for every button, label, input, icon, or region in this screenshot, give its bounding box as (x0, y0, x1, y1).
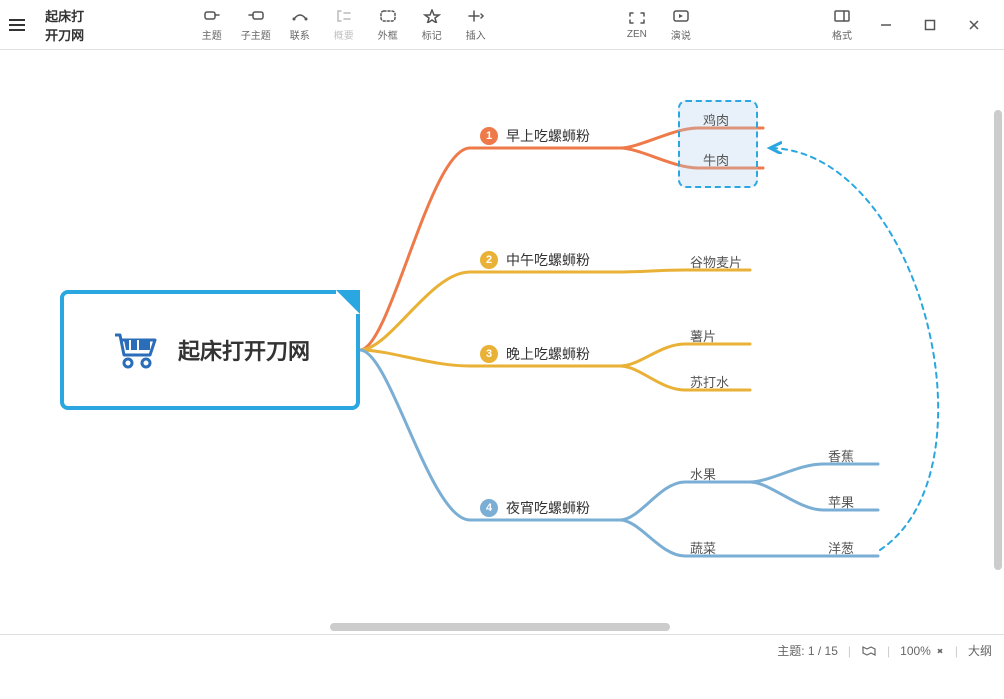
priority-marker: 4 (480, 499, 498, 517)
leaf-topic[interactable]: 鸡肉 (703, 110, 729, 129)
tool-summary: 概要 (322, 3, 366, 47)
summary-icon (335, 7, 353, 25)
document-title: 起床打开刀网 (45, 6, 90, 44)
horizontal-scroll-thumb[interactable] (330, 623, 670, 631)
branch-text: 早上吃螺蛳粉 (506, 126, 590, 146)
leaf-topic[interactable]: 薯片 (690, 326, 716, 345)
outline-button[interactable]: 大纲 (968, 642, 992, 659)
zen-icon (628, 9, 646, 27)
star-icon (423, 7, 441, 25)
branch-text: 夜宵吃螺蛳粉 (506, 498, 590, 518)
leaf-topic[interactable]: 洋葱 (828, 538, 854, 557)
branch-topic[interactable]: 3 晚上吃螺蛳粉 (480, 344, 590, 364)
tool-label: 概要 (334, 27, 354, 42)
link-icon (291, 7, 309, 25)
minimize-button[interactable] (864, 3, 908, 47)
branch-topic[interactable]: 2 中午吃螺蛳粉 (480, 250, 590, 270)
window-controls (864, 3, 996, 47)
tool-label: 主题 (202, 27, 222, 42)
tool-label: 标记 (422, 27, 442, 42)
toolbar-main: 主题 子主题 联系 概要 外框 标记 插入 (190, 3, 498, 47)
status-bar: 主题: 1 / 15 | | 100% | 大纲 (0, 634, 1004, 666)
tool-label: 演说 (671, 27, 691, 42)
topic-count: 主题: 1 / 15 (777, 642, 838, 659)
tool-zen[interactable]: ZEN (615, 3, 659, 47)
toolbar-view: ZEN 演说 (615, 3, 703, 47)
boundary-icon (379, 7, 397, 25)
root-topic[interactable]: 起床打开刀网 (60, 290, 360, 410)
menu-button[interactable] (8, 10, 25, 40)
maximize-button[interactable] (908, 3, 952, 47)
present-icon (672, 7, 690, 25)
root-text: 起床打开刀网 (178, 334, 310, 366)
branch-topic[interactable]: 4 夜宵吃螺蛳粉 (480, 498, 590, 518)
panel-icon (833, 7, 851, 25)
leaf-topic[interactable]: 牛肉 (703, 150, 729, 169)
leaf-topic[interactable]: 水果 (690, 464, 716, 483)
priority-marker: 2 (480, 251, 498, 269)
map-view-button[interactable] (861, 645, 877, 657)
leaf-topic[interactable]: 蔬菜 (690, 538, 716, 557)
horizontal-scrollbar[interactable] (10, 621, 994, 633)
close-button[interactable] (952, 3, 996, 47)
tool-topic[interactable]: 主题 (190, 3, 234, 47)
mindmap-canvas[interactable]: 起床打开刀网 1 早上吃螺蛳粉 鸡肉牛肉 2 中午吃螺蛳粉 谷物麦片 3 晚上吃螺蛳粉 薯片苏打… (0, 50, 1004, 666)
tool-label: 联系 (290, 27, 310, 42)
branch-text: 中午吃螺蛳粉 (506, 250, 590, 270)
cart-icon (110, 330, 160, 370)
leaf-topic[interactable]: 谷物麦片 (690, 252, 742, 271)
priority-marker: 1 (480, 127, 498, 145)
tool-boundary[interactable]: 外框 (366, 3, 410, 47)
tool-plus[interactable]: 插入 (454, 3, 498, 47)
tool-label: 子主题 (241, 27, 271, 42)
tool-panel[interactable]: 格式 (820, 3, 864, 47)
branch-topic[interactable]: 1 早上吃螺蛳粉 (480, 126, 590, 146)
tool-link[interactable]: 联系 (278, 3, 322, 47)
tool-subtopic[interactable]: 子主题 (234, 3, 278, 47)
zoom-level[interactable]: 100% (900, 644, 945, 658)
zoom-value: 100% (900, 644, 931, 658)
leaf-topic[interactable]: 苏打水 (690, 372, 729, 391)
vertical-scroll-thumb[interactable] (994, 110, 1002, 570)
titlebar: 起床打开刀网 主题 子主题 联系 概要 外框 标记 插入 ZEN 演说 格式 (0, 0, 1004, 50)
subtopic-icon (247, 7, 265, 25)
tool-present[interactable]: 演说 (659, 3, 703, 47)
leaf-topic[interactable]: 香蕉 (828, 446, 854, 465)
priority-marker: 3 (480, 345, 498, 363)
tool-star[interactable]: 标记 (410, 3, 454, 47)
leaf-topic[interactable]: 苹果 (828, 492, 854, 511)
tool-label: 格式 (832, 27, 852, 42)
tool-label: 插入 (466, 27, 486, 42)
tool-label: 外框 (378, 27, 398, 42)
branch-text: 晚上吃螺蛳粉 (506, 344, 590, 364)
topic-icon (203, 7, 221, 25)
tool-label: ZEN (627, 29, 647, 40)
plus-icon (467, 7, 485, 25)
toolbar-format: 格式 (820, 3, 864, 47)
vertical-scrollbar[interactable] (992, 50, 1004, 621)
